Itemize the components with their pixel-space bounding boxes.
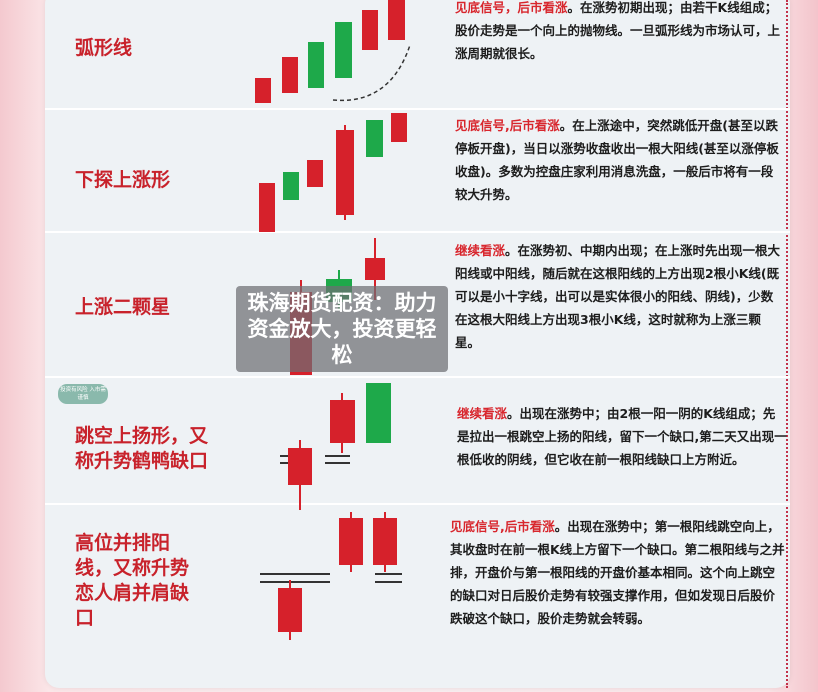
pattern-title: 弧形线 <box>75 37 133 59</box>
candle-red <box>259 183 275 232</box>
pattern-row-arc: 弧形线 见底信号，后市看涨。在涨势初期出现；由若干K线组成；股价走势是一个向上的… <box>45 0 790 110</box>
pattern-row-dip-rise: 下探上涨形 见底信号,后市看涨。在上涨途中，突然跳低开盘(甚至以跌停板开盘)，当… <box>45 110 790 233</box>
description-text: 。在上涨途中，突然跳低开盘(甚至以跌停板开盘)，当日以涨势收盘收出一根大阳线(甚… <box>455 118 779 202</box>
pattern-description: 见底信号,后市看涨。在上涨途中，突然跳低开盘(甚至以跌停板开盘)，当日以涨势收盘… <box>455 114 785 206</box>
description-text: 。出现在涨势中；第一根阳线跳空向上，其收盘时在前一根K线上方留下一个缺口。第二根… <box>450 519 785 626</box>
risk-warning-badge: 投资有风险 入市需谨慎 <box>58 384 108 404</box>
pattern-description: 继续看涨。在涨势初、中期内出现；在上涨时先出现一根大阳线或中阳线，随后就在这根阳… <box>455 239 785 354</box>
pattern-description: 见底信号,后市看涨。出现在涨势中；第一根阳线跳空向上，其收盘时在前一根K线上方留… <box>450 515 785 630</box>
pattern-title: 上涨二颗星 <box>75 296 171 318</box>
pattern-description: 见底信号，后市看涨。在涨势初期出现；由若干K线组成；股价走势是一个向上的抛物线。… <box>455 0 785 65</box>
candle-red <box>330 400 355 443</box>
gap-line <box>325 455 350 457</box>
candle-red <box>373 518 397 565</box>
overlay-banner[interactable]: 珠海期货配资：助力资金放大，投资更轻松 <box>236 286 448 372</box>
candle-red <box>391 113 407 142</box>
pattern-row-gap-up: 跳空上扬形，又称升势鹤鸭缺口 继续看涨。出现在涨势中；由2根一阳一阴的K线组成；… <box>45 378 790 505</box>
candle-green <box>308 42 324 88</box>
gap-line <box>260 573 330 575</box>
description-text: 。在涨势初、中期内出现；在上涨时先出现一根大阳线或中阳线，随后就在这根阳线的上方… <box>455 243 781 350</box>
gap-line <box>375 573 402 575</box>
gap-line <box>375 581 402 583</box>
candle-red <box>362 10 378 50</box>
highlight-text: 见底信号，后市看涨 <box>455 0 568 15</box>
candle-red <box>307 160 323 187</box>
highlight-text: 继续看涨 <box>457 406 508 421</box>
description-text: 。出现在涨势中；由2根一阳一阴的K线组成；先是拉出一根跳空上扬的阳线，留下一个缺… <box>457 406 787 467</box>
gap-line <box>260 581 330 583</box>
highlight-text: 见底信号,后市看涨 <box>455 118 560 133</box>
arc-curve <box>332 44 411 102</box>
description-text: 。在涨势初期出现；由若干K线组成；股价走势是一个向上的抛物线。一旦弧形线为市场认… <box>455 0 781 61</box>
pattern-row-side-by-side: 高位并排阳线，又称升势恋人肩并肩缺口 见底信号,后市看涨。出现在涨势中；第一根阳… <box>45 505 790 688</box>
pattern-title: 下探上涨形 <box>75 169 171 191</box>
candle-red <box>282 57 298 93</box>
gap-line <box>325 462 350 464</box>
pattern-description: 继续看涨。出现在涨势中；由2根一阳一阴的K线组成；先是拉出一根跳空上扬的阳线，留… <box>457 402 787 471</box>
candle-red <box>288 448 312 485</box>
candle-green <box>283 172 299 200</box>
highlight-text: 继续看涨 <box>455 243 506 258</box>
pattern-row-two-stars: 上涨二颗星 继续看涨。在涨势初、中期内出现；在上涨时先出现一根大阳线或中阳线，随… <box>45 233 790 378</box>
highlight-text: 见底信号,后市看涨 <box>450 519 555 534</box>
candle-red <box>339 518 363 565</box>
candle-red <box>336 130 354 215</box>
candle-green <box>366 383 391 443</box>
pattern-title: 跳空上扬形，又称升势鹤鸭缺口 <box>75 425 209 472</box>
candle-red <box>388 0 405 40</box>
pattern-title: 高位并排阳线，又称升势恋人肩并肩缺口 <box>75 532 190 629</box>
candle-red <box>255 78 271 103</box>
candle-green <box>366 120 383 157</box>
candle-green <box>335 22 352 78</box>
candle-red <box>365 258 385 280</box>
candle-red <box>278 588 302 632</box>
dotted-border <box>786 0 788 688</box>
